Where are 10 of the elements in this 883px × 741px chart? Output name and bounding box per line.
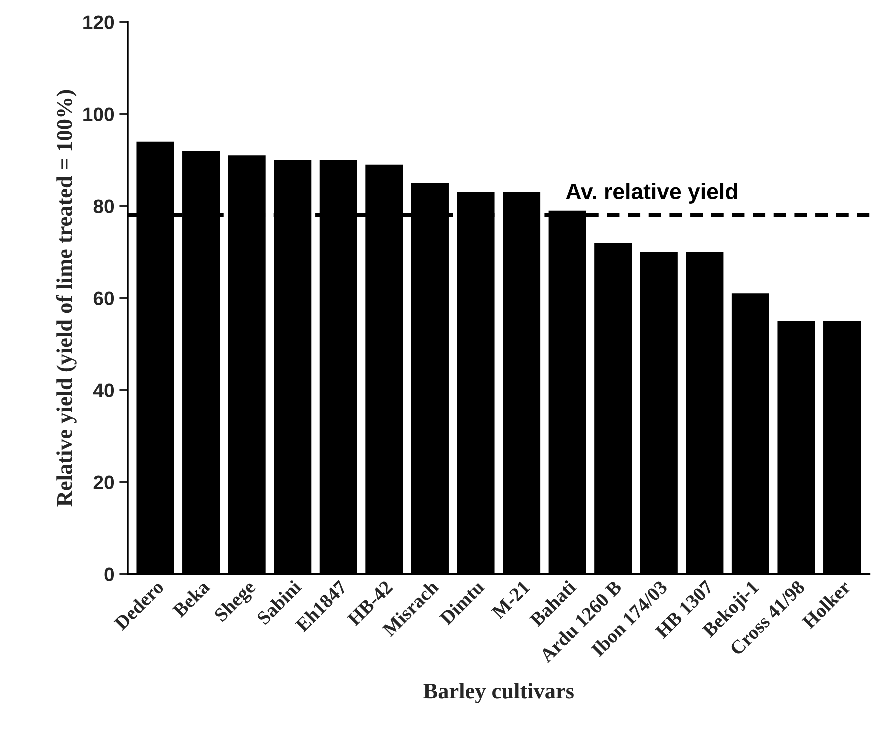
y-tick-label: 60 — [94, 292, 114, 306]
ref-line-label: Av. relative yield — [566, 183, 738, 204]
y-tick-label: 100 — [84, 108, 114, 122]
y-tick-label: 120 — [84, 16, 114, 30]
x-axis-title: Barley cultivars — [424, 683, 574, 704]
y-tick-label: 20 — [94, 476, 114, 490]
y-tick-label: 40 — [94, 384, 114, 398]
y-tick-label: 80 — [94, 200, 114, 214]
y-axis-title: Relative yield (yield of lime treated = 100%) — [56, 90, 77, 507]
y-tick-label: 0 — [104, 568, 114, 582]
